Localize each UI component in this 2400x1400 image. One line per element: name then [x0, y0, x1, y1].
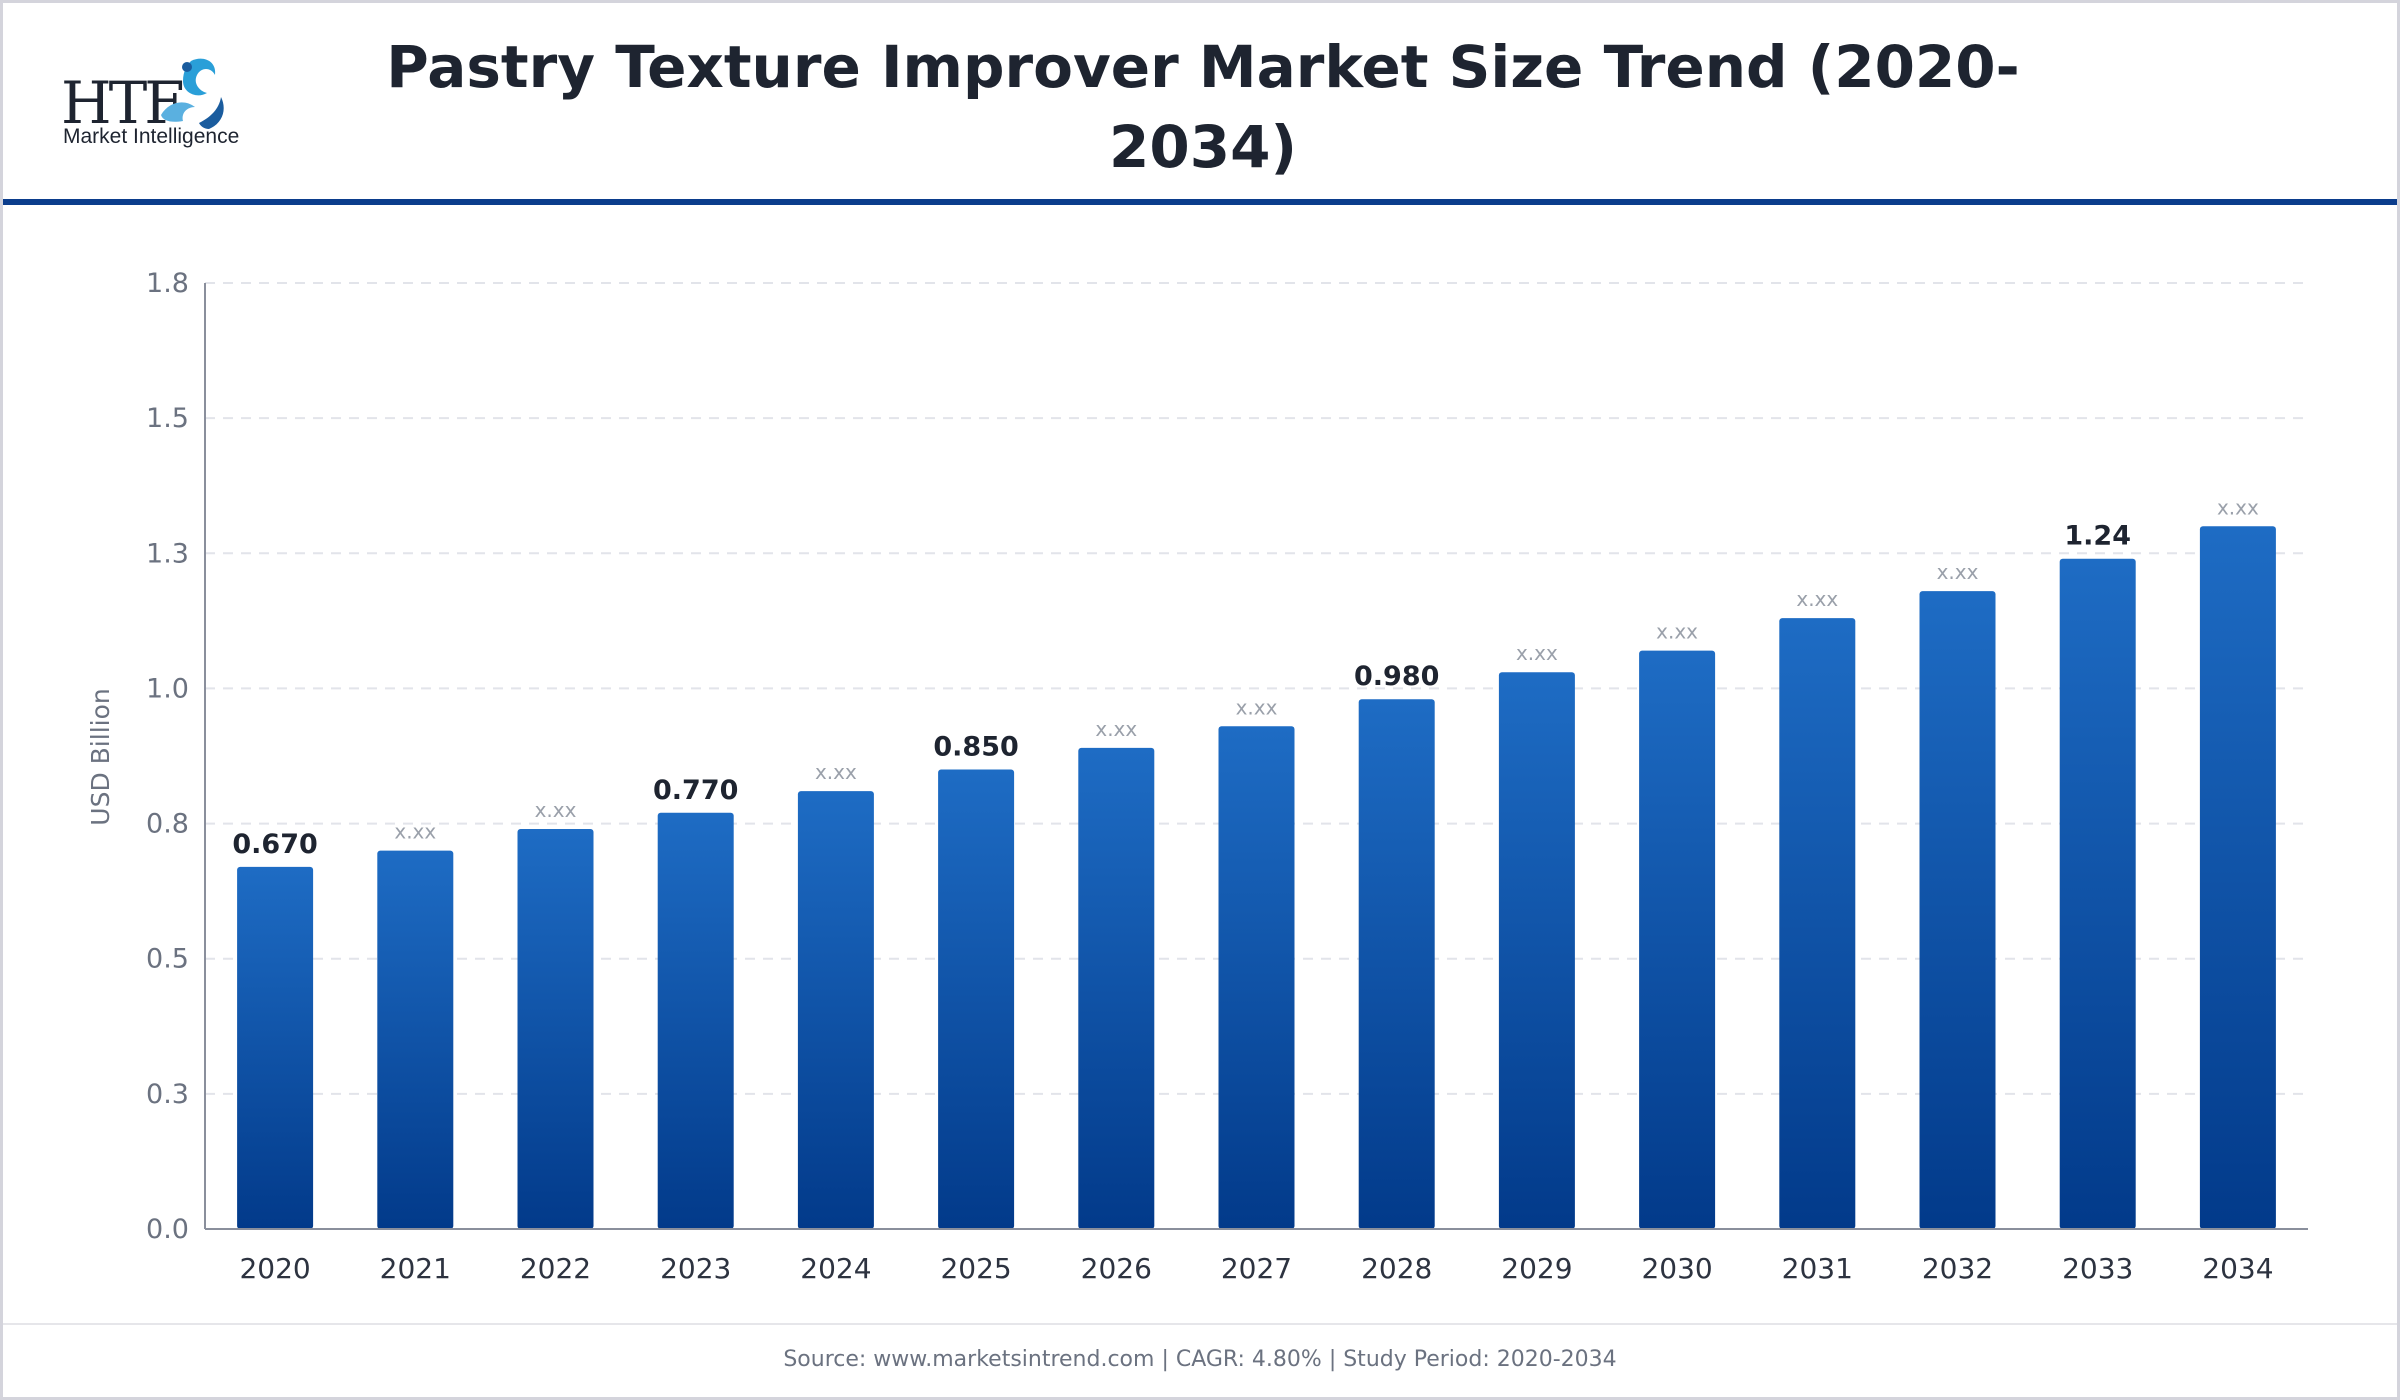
- value-label-2033: 1.24: [2064, 521, 2131, 552]
- y-tick-label: 1.5: [146, 403, 189, 434]
- footer-divider: [3, 1323, 2397, 1325]
- bar-2024: [797, 791, 874, 1229]
- x-tick-label-2024: 2024: [800, 1252, 871, 1285]
- header-divider: [3, 199, 2397, 205]
- bar-2022: [517, 828, 594, 1229]
- y-tick-label: 1.0: [146, 673, 189, 704]
- chart-title: Pastry Texture Improver Market Size Tren…: [386, 33, 2020, 181]
- value-label-2022: x.xx: [535, 798, 577, 822]
- x-tick-label-2030: 2030: [1641, 1252, 1712, 1285]
- bar-2028: [1358, 699, 1435, 1229]
- x-tick-label-2033: 2033: [2062, 1252, 2133, 1285]
- y-tick-label: 1.8: [146, 268, 189, 299]
- bar-2027: [1218, 726, 1295, 1229]
- x-tick-label-2023: 2023: [660, 1252, 731, 1285]
- x-tick-label-2032: 2032: [1922, 1252, 1993, 1285]
- header: HTF Market Intelligence Pastry Texture I…: [3, 3, 2397, 199]
- x-tick-label-2031: 2031: [1782, 1252, 1853, 1285]
- axes: 0.0 0.3 0.5 0.8 1.0 1.3 1.5 1.8 2020 2021 2022 2023…: [146, 268, 2308, 1285]
- x-tick-label-2028: 2028: [1361, 1252, 1432, 1285]
- logo-subtitle: Market Intelligence: [63, 125, 240, 148]
- bar-2026: [1078, 747, 1155, 1229]
- x-tick-label-2025: 2025: [940, 1252, 1011, 1285]
- bar-2021: [377, 850, 454, 1229]
- y-axis-label: USD Billion: [86, 688, 115, 825]
- value-label-2027: x.xx: [1236, 695, 1278, 719]
- y-tick-label: 0.8: [146, 809, 189, 840]
- value-label-2034: x.xx: [2217, 495, 2259, 519]
- bar-2032: [1919, 591, 1996, 1229]
- value-label-2021: x.xx: [394, 820, 436, 844]
- bar-2023: [657, 812, 734, 1229]
- y-tick-label: 0.0: [146, 1214, 189, 1245]
- value-label-2026: x.xx: [1095, 717, 1137, 741]
- bars: [237, 526, 2276, 1229]
- value-label-2029: x.xx: [1516, 641, 1558, 665]
- logo-mark: HTF: [61, 69, 185, 137]
- bar-2033: [2059, 558, 2136, 1229]
- y-tick-label: 0.3: [146, 1079, 189, 1110]
- bar-2025: [938, 769, 1015, 1229]
- x-tick-label-2021: 2021: [380, 1252, 451, 1285]
- bar-chart: 0.670 x.xx x.xx 0.770 x.xx 0.850 x.xx x.xx 0.980…: [86, 268, 2308, 1285]
- x-tick-label-2020: 2020: [239, 1252, 310, 1285]
- y-tick-label: 0.5: [146, 944, 189, 975]
- value-label-2032: x.xx: [1937, 560, 1979, 584]
- x-tick-label-2027: 2027: [1221, 1252, 1292, 1285]
- x-tick-label-2026: 2026: [1081, 1252, 1152, 1285]
- value-label-2025: 0.850: [933, 732, 1018, 763]
- bar-2029: [1498, 672, 1575, 1229]
- x-tick-label-2022: 2022: [520, 1252, 591, 1285]
- value-label-2028: 0.980: [1354, 661, 1439, 692]
- bar-2034: [2199, 526, 2276, 1229]
- value-labels: 0.670 x.xx x.xx 0.770 x.xx 0.850 x.xx x.xx 0.980…: [232, 495, 2259, 860]
- value-label-2031: x.xx: [1796, 587, 1838, 611]
- value-label-2024: x.xx: [815, 760, 857, 784]
- value-label-2030: x.xx: [1656, 620, 1698, 644]
- source-footer: Source: www.marketsintrend.com | CAGR: 4…: [783, 1347, 1617, 1372]
- x-tick-label-2029: 2029: [1501, 1252, 1572, 1285]
- logo-swirl-icon: [161, 58, 224, 129]
- htf-logo: HTF Market Intelligence: [55, 53, 245, 153]
- value-label-2020: 0.670: [232, 829, 317, 860]
- y-tick-label: 1.3: [146, 538, 189, 569]
- bar-2020: [237, 866, 314, 1229]
- value-label-2023: 0.770: [653, 775, 738, 806]
- bar-2030: [1639, 650, 1716, 1229]
- bar-2031: [1779, 618, 1856, 1229]
- x-tick-label-2034: 2034: [2202, 1252, 2273, 1285]
